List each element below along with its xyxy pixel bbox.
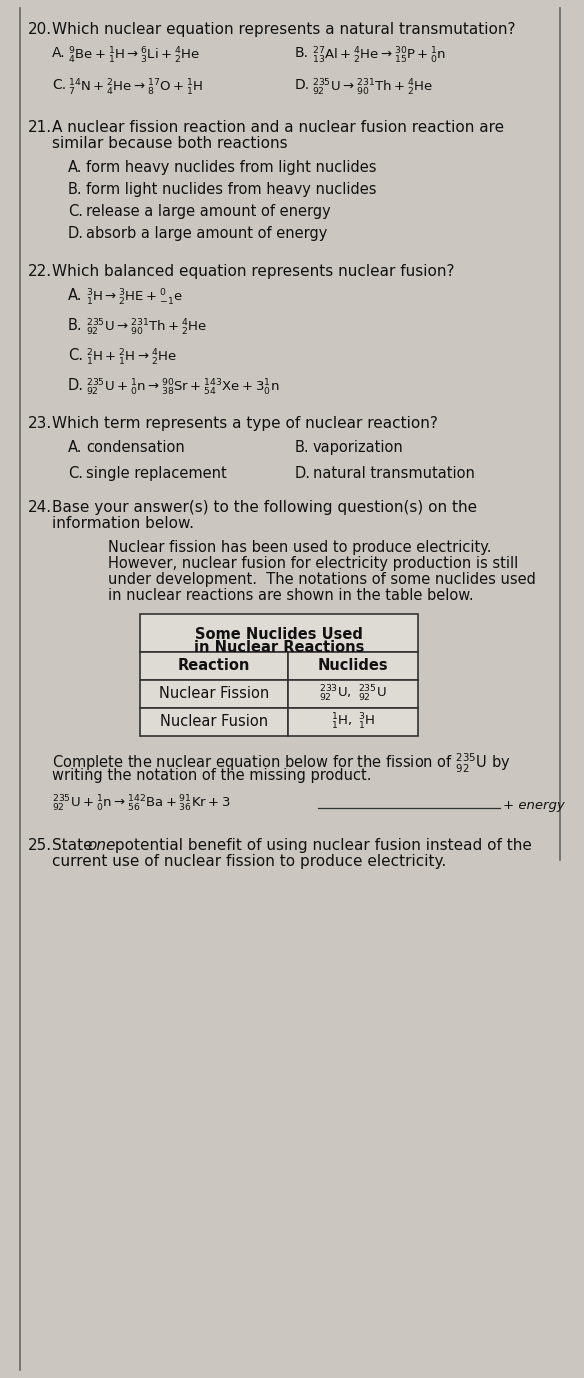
- Text: under development.  The notations of some nuclides used: under development. The notations of some…: [108, 572, 536, 587]
- Text: B.: B.: [68, 182, 82, 197]
- Text: D.: D.: [295, 466, 311, 481]
- Text: Complete the nuclear equation below for the fission of $^{235}_{92}\mathrm{U}$ b: Complete the nuclear equation below for …: [52, 752, 510, 776]
- Text: $^{9}_{4}\mathrm{Be} + ^{1}_{1}\mathrm{H} \rightarrow ^{6}_{3}\mathrm{Li} + ^{4}: $^{9}_{4}\mathrm{Be} + ^{1}_{1}\mathrm{H…: [68, 45, 200, 66]
- Text: Some Nuclides Used: Some Nuclides Used: [195, 627, 363, 642]
- Text: B.: B.: [295, 440, 310, 455]
- Text: A nuclear fission reaction and a nuclear fusion reaction are: A nuclear fission reaction and a nuclear…: [52, 120, 504, 135]
- Text: $^{14}_{7}\mathrm{N} + ^{2}_{4}\mathrm{He} \rightarrow ^{17}_{8}\mathrm{O} + ^{1: $^{14}_{7}\mathrm{N} + ^{2}_{4}\mathrm{H…: [68, 79, 203, 98]
- Text: single replacement: single replacement: [86, 466, 227, 481]
- Text: one: one: [87, 838, 116, 853]
- Text: D.: D.: [68, 226, 84, 241]
- Text: condensation: condensation: [86, 440, 185, 455]
- Text: A.: A.: [68, 440, 82, 455]
- Text: form heavy nuclides from light nuclides: form heavy nuclides from light nuclides: [86, 160, 377, 175]
- Text: form light nuclides from heavy nuclides: form light nuclides from heavy nuclides: [86, 182, 377, 197]
- Text: B.: B.: [295, 45, 309, 61]
- Text: Nuclear fission has been used to produce electricity.: Nuclear fission has been used to produce…: [108, 540, 492, 555]
- Text: A.: A.: [68, 160, 82, 175]
- Text: $^{1}_{1}\mathrm{H},\ ^{3}_{1}\mathrm{H}$: $^{1}_{1}\mathrm{H},\ ^{3}_{1}\mathrm{H}…: [331, 712, 375, 732]
- Text: State: State: [52, 838, 98, 853]
- Text: 20.: 20.: [28, 22, 52, 37]
- Text: D.: D.: [68, 378, 84, 393]
- Text: Reaction: Reaction: [178, 659, 250, 674]
- Text: 23.: 23.: [28, 416, 52, 431]
- Text: $^{2}_{1}\mathrm{H} + ^{2}_{1}\mathrm{H} \rightarrow ^{4}_{2}\mathrm{He}$: $^{2}_{1}\mathrm{H} + ^{2}_{1}\mathrm{H}…: [86, 349, 177, 368]
- Text: Nuclear Fusion: Nuclear Fusion: [160, 715, 268, 729]
- Text: Which nuclear equation represents a natural transmutation?: Which nuclear equation represents a natu…: [52, 22, 516, 37]
- Text: Which balanced equation represents nuclear fusion?: Which balanced equation represents nucle…: [52, 265, 454, 278]
- Text: + energy: + energy: [503, 799, 565, 812]
- Text: similar because both reactions: similar because both reactions: [52, 136, 288, 152]
- Text: $^{235}_{92}\mathrm{U} + ^{1}_{0}\mathrm{n} \rightarrow ^{142}_{56}\mathrm{Ba} +: $^{235}_{92}\mathrm{U} + ^{1}_{0}\mathrm…: [52, 794, 231, 814]
- Bar: [288, 679, 418, 708]
- Text: A.: A.: [68, 288, 82, 303]
- Text: in Nuclear Reactions: in Nuclear Reactions: [194, 639, 364, 655]
- Text: $^{235}_{92}\mathrm{U} \rightarrow ^{231}_{90}\mathrm{Th} + ^{4}_{2}\mathrm{He}$: $^{235}_{92}\mathrm{U} \rightarrow ^{231…: [86, 318, 207, 338]
- Text: C.: C.: [68, 466, 83, 481]
- Text: potential benefit of using nuclear fusion instead of the: potential benefit of using nuclear fusio…: [110, 838, 532, 853]
- Text: absorb a large amount of energy: absorb a large amount of energy: [86, 226, 328, 241]
- Bar: [288, 652, 418, 679]
- Text: D.: D.: [295, 79, 310, 92]
- Text: C.: C.: [52, 79, 66, 92]
- Text: writing the notation of the missing product.: writing the notation of the missing prod…: [52, 768, 371, 783]
- Bar: [140, 679, 288, 708]
- Text: However, nuclear fusion for electricity production is still: However, nuclear fusion for electricity …: [108, 555, 518, 570]
- Text: Nuclear Fission: Nuclear Fission: [159, 686, 269, 701]
- Text: 21.: 21.: [28, 120, 52, 135]
- Bar: [140, 708, 288, 736]
- Text: $^{27}_{13}\mathrm{Al} + ^{4}_{2}\mathrm{He} \rightarrow ^{30}_{15}\mathrm{P} + : $^{27}_{13}\mathrm{Al} + ^{4}_{2}\mathrm…: [312, 45, 446, 66]
- Text: A.: A.: [52, 45, 65, 61]
- Text: information below.: information below.: [52, 515, 194, 531]
- Text: $^{235}_{92}\mathrm{U} \rightarrow ^{231}_{90}\mathrm{Th} + ^{4}_{2}\mathrm{He}$: $^{235}_{92}\mathrm{U} \rightarrow ^{231…: [312, 79, 433, 98]
- Text: natural transmutation: natural transmutation: [313, 466, 475, 481]
- Text: B.: B.: [68, 318, 82, 333]
- Text: in nuclear reactions are shown in the table below.: in nuclear reactions are shown in the ta…: [108, 588, 474, 604]
- Text: Which term represents a type of nuclear reaction?: Which term represents a type of nuclear …: [52, 416, 438, 431]
- Bar: [140, 652, 288, 679]
- Text: C.: C.: [68, 349, 83, 362]
- Text: 22.: 22.: [28, 265, 52, 278]
- Bar: [140, 615, 418, 652]
- Text: Nuclides: Nuclides: [318, 659, 388, 674]
- Text: release a large amount of energy: release a large amount of energy: [86, 204, 331, 219]
- Text: $^{233}_{92}\mathrm{U},\ ^{235}_{92}\mathrm{U}$: $^{233}_{92}\mathrm{U},\ ^{235}_{92}\mat…: [319, 683, 387, 704]
- Text: current use of nuclear fission to produce electricity.: current use of nuclear fission to produc…: [52, 854, 446, 870]
- Text: 24.: 24.: [28, 500, 52, 515]
- Text: vaporization: vaporization: [313, 440, 404, 455]
- Text: $^{3}_{1}\mathrm{H} \rightarrow ^{3}_{2}\mathrm{HE} + ^{0}_{-1}\mathrm{e}$: $^{3}_{1}\mathrm{H} \rightarrow ^{3}_{2}…: [86, 288, 183, 309]
- Bar: [288, 708, 418, 736]
- Text: 25.: 25.: [28, 838, 52, 853]
- Text: $^{235}_{92}\mathrm{U} + ^{1}_{0}\mathrm{n} \rightarrow ^{90}_{38}\mathrm{Sr} + : $^{235}_{92}\mathrm{U} + ^{1}_{0}\mathrm…: [86, 378, 279, 398]
- Text: C.: C.: [68, 204, 83, 219]
- Text: Base your answer(s) to the following question(s) on the: Base your answer(s) to the following que…: [52, 500, 477, 515]
